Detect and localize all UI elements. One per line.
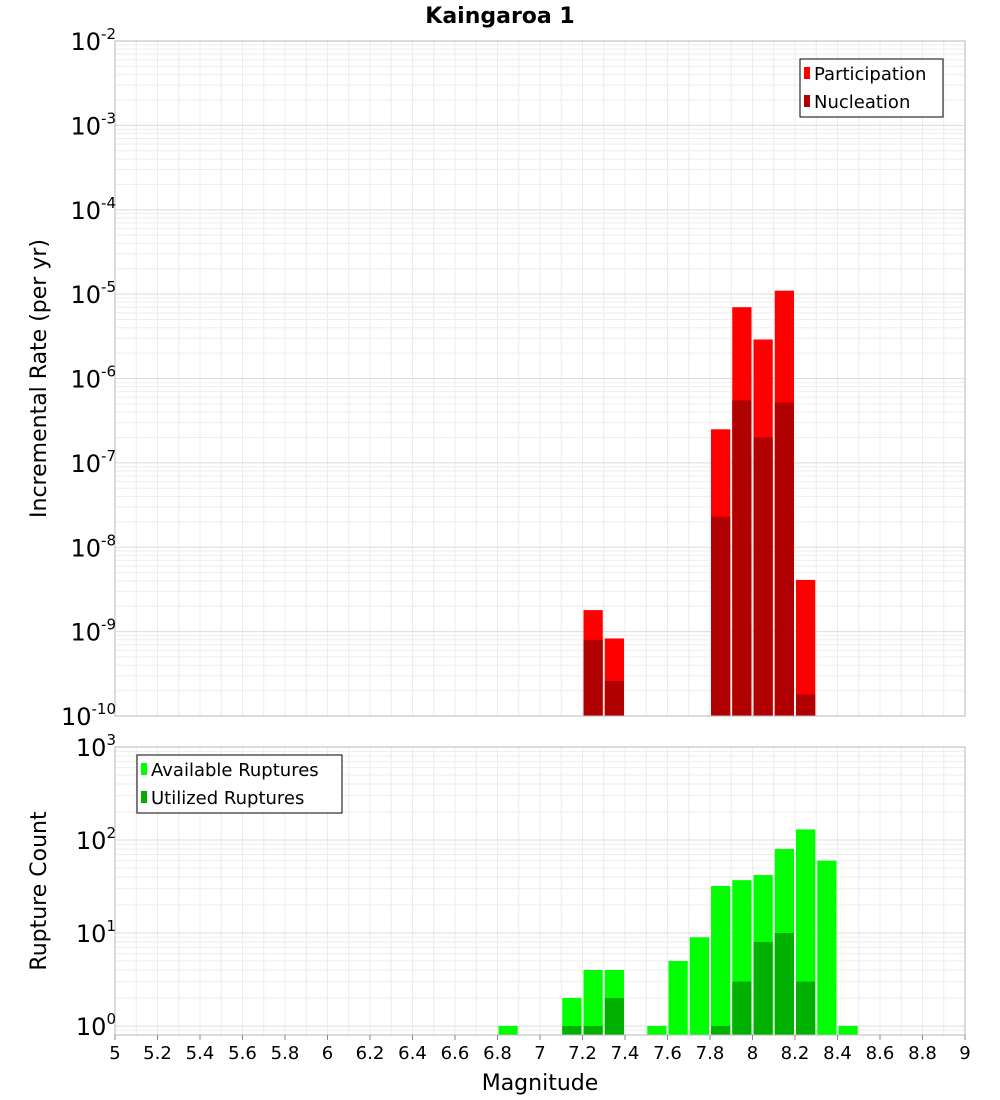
bar-utilized-ruptures (711, 1025, 731, 1035)
x-tick-label: 8.8 (908, 1043, 937, 1064)
bar-available-ruptures (711, 886, 731, 1035)
y-tick-label: 100 (76, 1010, 116, 1041)
y-tick-label: 10-10 (61, 700, 116, 731)
bar-utilized-ruptures (562, 1025, 582, 1035)
bar-utilized-ruptures (753, 942, 773, 1035)
bar-available-ruptures (817, 860, 837, 1035)
legend-box (799, 58, 944, 118)
y-tick-label: 10-7 (70, 447, 116, 478)
bar-available-ruptures (668, 960, 688, 1035)
x-tick-label: 7.4 (611, 1043, 640, 1064)
chart-title: Kaingaroa 1 (425, 4, 574, 29)
bar-available-ruptures (689, 937, 709, 1035)
bar-available-ruptures (562, 997, 582, 1035)
bar-nucleation (774, 402, 794, 716)
bar-participation (796, 579, 816, 716)
x-tick-label: 5.2 (143, 1043, 172, 1064)
x-axis-title: Magnitude (482, 1071, 599, 1096)
x-tick-label: 7.8 (696, 1043, 725, 1064)
x-tick-label: 5.4 (186, 1043, 215, 1064)
x-axis: 5 5.2 5.4 5.6 5.8 6 6.2 6.4 6.6 6.8 7 7.2 7.4 7.6 7.8 8… (109, 1035, 971, 1064)
y-tick-label: 10-2 (70, 25, 116, 56)
y-tick-label: 10-3 (70, 109, 116, 140)
bar-nucleation (753, 437, 773, 716)
y-axis-title: Rupture Count (27, 811, 52, 971)
legend-box (136, 754, 343, 814)
y-tick-label: 101 (76, 917, 116, 948)
bar-nucleation (604, 680, 624, 716)
bar-utilized-ruptures (583, 1025, 603, 1035)
bar-available-ruptures (583, 969, 603, 1035)
count-panel: 100 101 102 103 Rupture Count Available Ruptu… (27, 731, 966, 1041)
y-tick-label: 10-4 (70, 194, 116, 225)
bar-nucleation (732, 400, 752, 716)
rate-panel: 10-10 10-9 10-8 10-7 10-6 10-5 10-4 10-3 10-2 Inc… (27, 25, 966, 731)
legend-swatch (804, 95, 810, 107)
x-tick-label: 8.6 (866, 1043, 895, 1064)
bar-utilized-ruptures (796, 981, 816, 1035)
bar-nucleation (711, 516, 731, 716)
x-tick-label: 6.8 (483, 1043, 512, 1064)
x-tick-label: 6 (322, 1043, 333, 1064)
x-tick-label: 6.2 (356, 1043, 385, 1064)
x-tick-label: 7.6 (653, 1043, 682, 1064)
legend-swatch (141, 791, 147, 803)
legend: Available Ruptures Utilized Ruptures (136, 754, 343, 814)
x-tick-label: 5.8 (271, 1043, 300, 1064)
legend-swatch (804, 67, 810, 79)
legend-swatch (141, 763, 147, 775)
x-tick-label: 7.2 (568, 1043, 597, 1064)
bar-utilized-ruptures (732, 981, 752, 1035)
bar-available-ruptures (838, 1025, 858, 1035)
legend-label: Nucleation (814, 92, 910, 113)
y-tick-label: 10-8 (70, 531, 116, 562)
y-tick-label: 10-6 (70, 363, 116, 394)
bar-nucleation (583, 639, 603, 716)
bar-utilized-ruptures (604, 997, 624, 1035)
x-tick-label: 6.4 (398, 1043, 427, 1064)
x-tick-label: 9 (959, 1043, 970, 1064)
x-tick-label: 5 (109, 1043, 120, 1064)
legend-label: Participation (814, 64, 926, 85)
legend-label: Available Ruptures (151, 760, 319, 781)
bar-available-ruptures (498, 1025, 518, 1035)
x-tick-label: 6.6 (441, 1043, 470, 1064)
legend: Participation Nucleation (799, 58, 944, 118)
x-tick-label: 8.2 (781, 1043, 810, 1064)
plot-frame (114, 40, 966, 717)
legend-label: Utilized Ruptures (151, 788, 304, 809)
y-tick-label: 10-9 (70, 616, 116, 647)
x-tick-label: 8.4 (823, 1043, 852, 1064)
y-tick-label: 102 (76, 824, 116, 855)
x-tick-label: 5.6 (228, 1043, 257, 1064)
bar-available-ruptures (647, 1025, 667, 1035)
bar-utilized-ruptures (774, 932, 794, 1035)
bar-nucleation (796, 694, 816, 716)
y-axis-title: Incremental Rate (per yr) (27, 239, 52, 518)
y-tick-label: 10-5 (70, 278, 116, 309)
x-tick-label: 8 (747, 1043, 758, 1064)
y-tick-label: 103 (76, 731, 116, 762)
x-tick-label: 7 (534, 1043, 545, 1064)
